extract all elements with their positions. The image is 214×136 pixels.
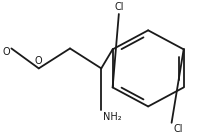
Text: Cl: Cl [174,124,183,134]
Text: Cl: Cl [114,2,124,12]
Text: O: O [3,47,10,57]
Text: O: O [35,56,43,66]
Text: NH₂: NH₂ [103,112,122,122]
